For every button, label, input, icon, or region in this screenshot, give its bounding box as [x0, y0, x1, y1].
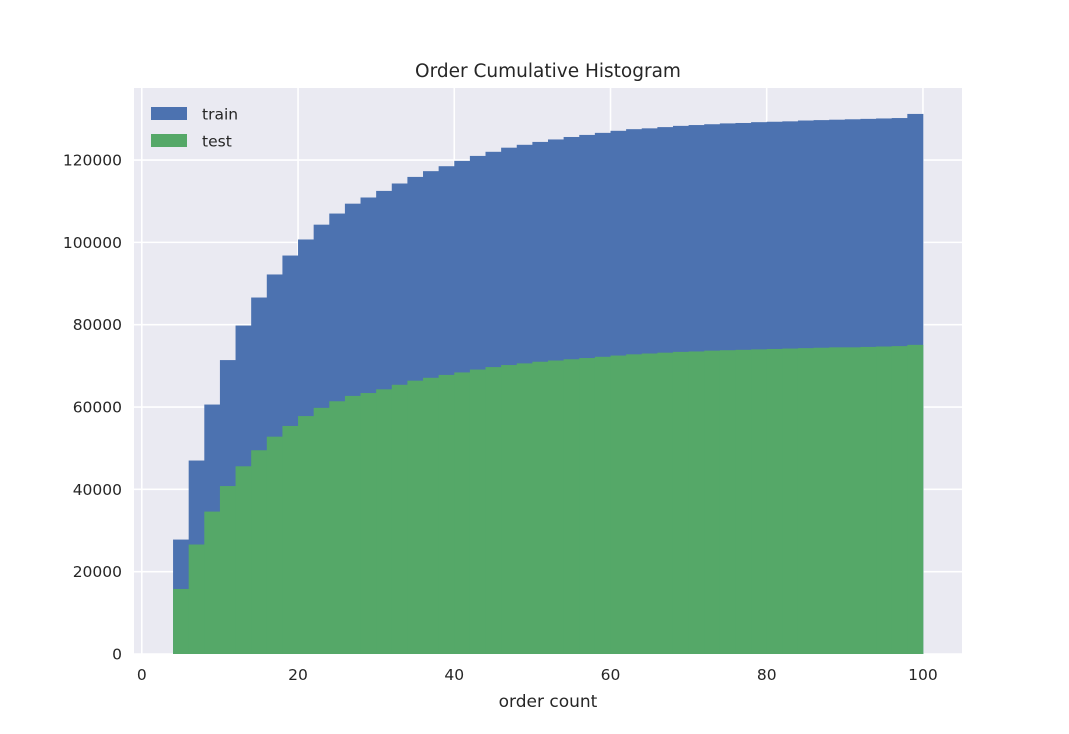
test-bar	[626, 354, 643, 654]
test-bar	[423, 377, 440, 654]
test-bar	[579, 358, 596, 654]
legend-swatch-train	[151, 107, 187, 120]
y-tick-label: 20000	[73, 563, 122, 581]
test-bar	[438, 374, 455, 654]
test-bar	[594, 356, 611, 654]
test-bar	[173, 588, 190, 654]
test-bar	[829, 347, 846, 654]
legend-swatch-test	[151, 134, 187, 147]
test-bar	[719, 350, 736, 654]
test-bar	[657, 352, 674, 654]
y-tick-label: 100000	[63, 234, 122, 252]
test-bar	[204, 511, 221, 654]
test-bar	[376, 389, 393, 654]
test-bar	[844, 347, 861, 654]
test-bar	[235, 466, 252, 654]
test-bar	[797, 348, 814, 654]
test-bar	[391, 384, 408, 654]
test-bar	[563, 359, 580, 654]
x-tick-labels: 0 20 40 60 80 100	[137, 666, 938, 684]
x-tick-label: 0	[137, 666, 147, 684]
legend-label-test: test	[202, 133, 232, 151]
test-bar	[454, 372, 471, 654]
test-bar	[641, 353, 658, 654]
x-tick-label: 100	[908, 666, 938, 684]
test-bar	[298, 416, 315, 654]
test-bar	[907, 344, 924, 654]
test-bar	[360, 393, 377, 654]
test-bar	[329, 401, 346, 654]
test-bar	[860, 346, 877, 654]
test-bar	[766, 348, 783, 654]
test-bar	[469, 369, 486, 654]
test-bar	[610, 355, 627, 654]
x-tick-label: 40	[444, 666, 464, 684]
y-tick-label: 120000	[63, 152, 122, 170]
test-bar	[813, 347, 830, 654]
test-bar	[485, 367, 502, 654]
x-axis-label: order count	[499, 692, 598, 712]
x-tick-label: 60	[601, 666, 621, 684]
legend-label-train: train	[202, 106, 238, 124]
test-bar	[344, 395, 361, 654]
test-bar	[548, 360, 565, 654]
y-tick-label: 0	[112, 646, 122, 664]
series-test	[173, 344, 924, 654]
test-bar	[501, 365, 518, 654]
test-bar	[735, 349, 752, 654]
test-bar	[876, 346, 893, 654]
test-bar	[516, 363, 533, 654]
test-bar	[704, 350, 721, 654]
x-tick-label: 20	[288, 666, 308, 684]
test-bar	[251, 450, 268, 654]
y-tick-labels: 0 20000 40000 60000 80000 100000 120000	[63, 152, 122, 664]
y-tick-label: 80000	[73, 316, 122, 334]
y-tick-label: 40000	[73, 481, 122, 499]
test-bar	[672, 351, 690, 654]
test-bar	[313, 407, 330, 654]
legend: train test	[151, 106, 238, 151]
histogram-bars	[173, 113, 924, 655]
chart-title: Order Cumulative Histogram	[415, 61, 681, 82]
test-bar	[188, 544, 205, 654]
test-bar	[782, 348, 799, 654]
test-bar	[532, 361, 549, 654]
y-tick-label: 60000	[73, 399, 122, 417]
test-bar	[282, 425, 299, 654]
test-bar	[891, 346, 908, 654]
test-bar	[751, 349, 768, 654]
test-bar	[407, 380, 424, 654]
test-bar	[266, 436, 283, 654]
x-tick-label: 80	[757, 666, 777, 684]
test-bar	[688, 351, 705, 654]
test-bar	[219, 486, 236, 654]
